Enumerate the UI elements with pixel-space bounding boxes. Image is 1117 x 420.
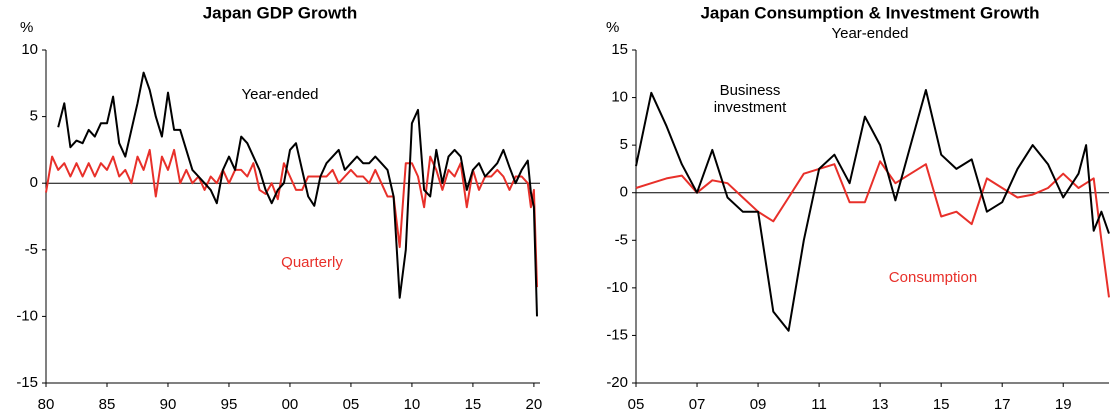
y-tick-label: -15	[16, 374, 38, 391]
x-tick-label: 90	[160, 396, 177, 413]
annotation: Business investment	[713, 82, 787, 116]
y-tick-label: 0	[30, 174, 38, 191]
y-tick-label: 10	[611, 89, 628, 106]
x-tick-label: 85	[99, 396, 116, 413]
y-tick-label: -10	[16, 307, 38, 324]
y-tick-label: 5	[30, 108, 38, 125]
x-tick-label: 20	[526, 396, 543, 413]
chart-title: Japan Consumption & Investment Growth	[700, 3, 1039, 22]
y-unit: %	[20, 19, 33, 36]
y-tick-label: 5	[620, 136, 628, 153]
y-tick-label: -5	[615, 231, 628, 248]
y-unit: %	[606, 19, 619, 36]
chart-title: Japan GDP Growth	[203, 3, 358, 22]
x-tick-label: 05	[343, 396, 360, 413]
x-tick-label: 13	[872, 396, 889, 413]
series-line	[45, 148, 538, 288]
x-tick-label: 80	[38, 396, 55, 413]
x-tick-label: 11	[811, 396, 827, 413]
series-line	[635, 160, 1110, 298]
y-tick-label: -10	[606, 279, 628, 296]
series-line	[635, 89, 1110, 332]
x-tick-label: 10	[404, 396, 421, 413]
series-line	[57, 71, 538, 317]
y-tick-label: -5	[25, 241, 38, 258]
annotation: Consumption	[888, 269, 978, 286]
x-tick-label: 07	[689, 396, 706, 413]
x-tick-label: 15	[465, 396, 482, 413]
x-tick-label: 15	[933, 396, 950, 413]
y-tick-label: 0	[620, 184, 628, 201]
y-tick-label: 15	[611, 41, 628, 58]
y-tick-label: -20	[606, 374, 628, 391]
x-tick-label: 05	[628, 396, 645, 413]
x-tick-label: 95	[221, 396, 238, 413]
x-tick-label: 00	[282, 396, 299, 413]
x-tick-label: 19	[1055, 396, 1072, 413]
annotation: Quarterly	[281, 254, 343, 271]
y-tick-label: -15	[606, 326, 628, 343]
annotation: Year-ended	[241, 86, 319, 103]
y-tick-label: 10	[21, 41, 38, 58]
x-tick-label: 17	[994, 396, 1011, 413]
chart-subtitle: Year-ended	[831, 25, 908, 42]
x-tick-label: 09	[750, 396, 767, 413]
